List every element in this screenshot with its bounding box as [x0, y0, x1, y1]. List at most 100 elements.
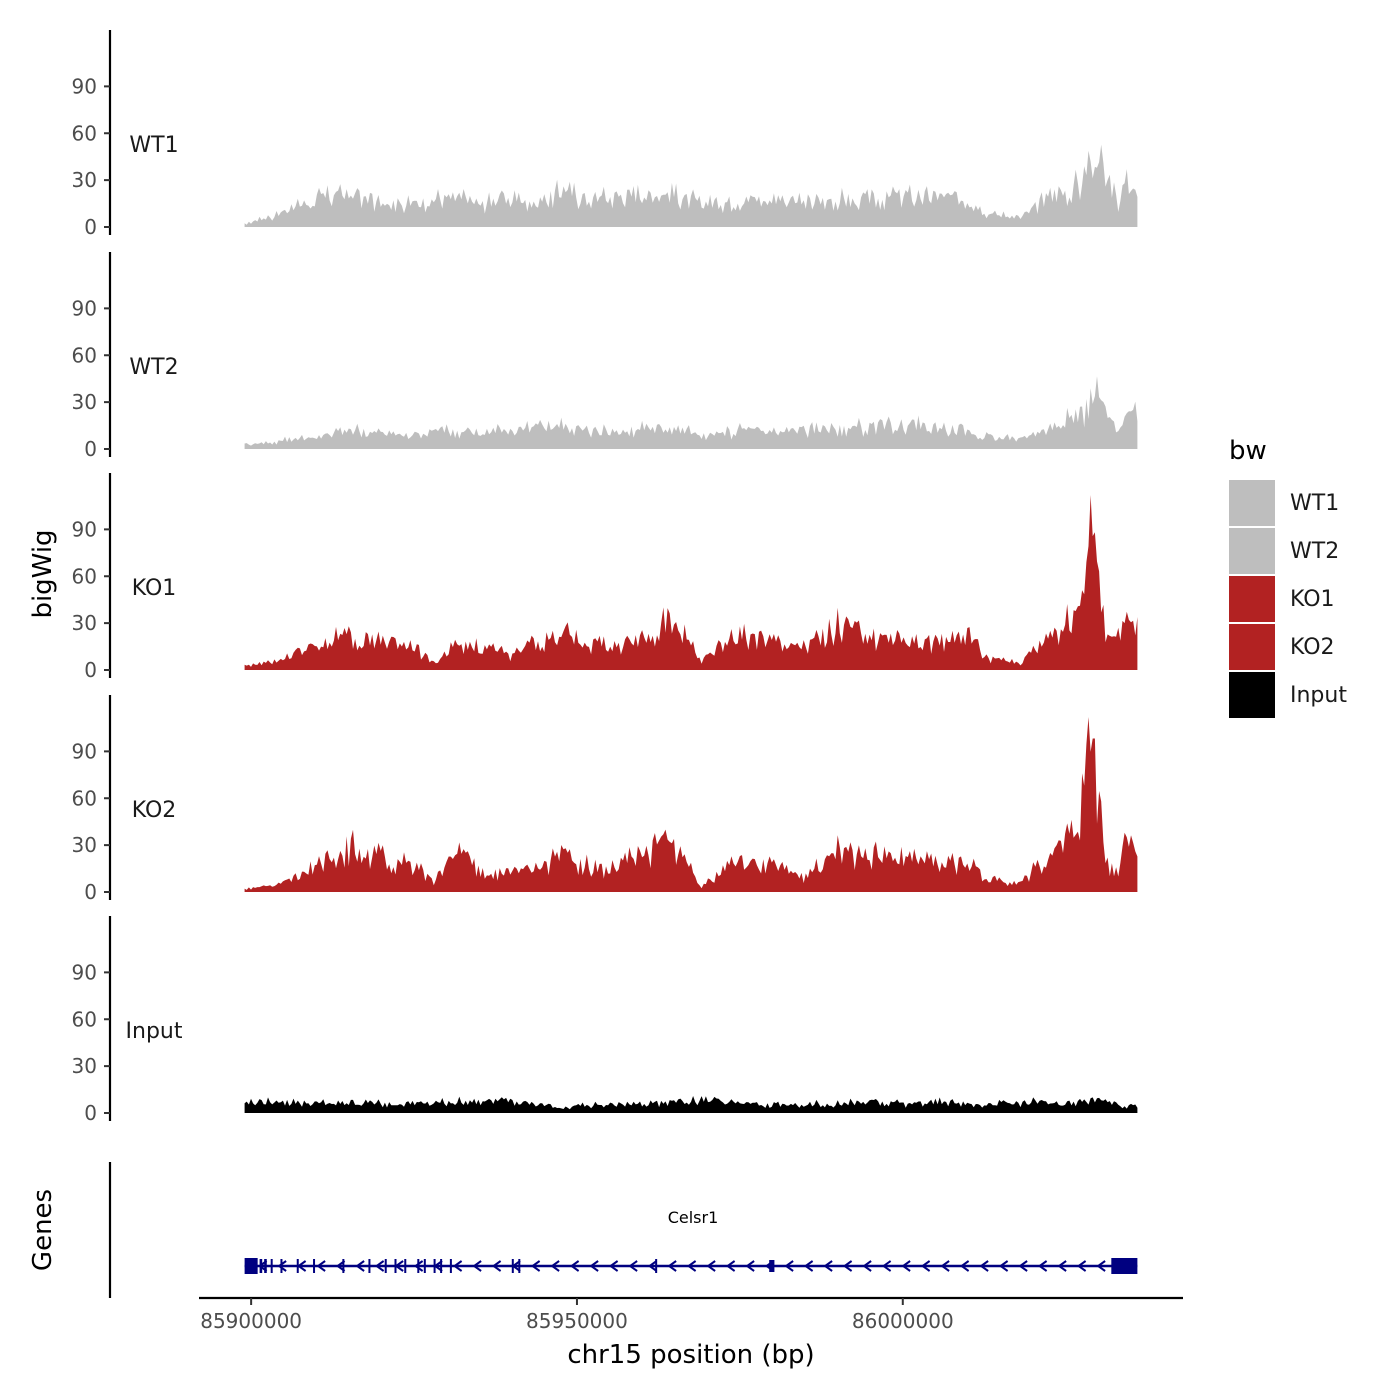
gene-strand-arrow — [706, 1260, 716, 1272]
legend-label-wt2: WT2 — [1290, 539, 1339, 564]
x-ticks: 85900000 85950000 86000000 — [200, 1298, 954, 1333]
gene-exon — [270, 1259, 273, 1273]
gene-strand-arrow — [745, 1260, 755, 1272]
track-wt1-y-tick-label: 60 — [72, 121, 97, 145]
gene-strand-arrow — [979, 1260, 989, 1272]
gene-strand-arrow — [901, 1260, 911, 1272]
gene-strand-arrow — [413, 1260, 424, 1272]
gene-strand-arrow — [920, 1260, 931, 1272]
gene-strand-arrow — [1018, 1260, 1028, 1272]
track-wt2-label: WT2 — [129, 355, 178, 380]
legend-title: bw — [1229, 436, 1267, 466]
legend-key-wt1 — [1229, 480, 1275, 526]
gene-strand-arrow — [316, 1260, 326, 1272]
gene-strand-arrow — [803, 1260, 814, 1272]
gene-strand-arrow — [257, 1260, 268, 1272]
track-wt2-y-tick-label: 90 — [72, 296, 97, 320]
track-ko2-coverage-area — [244, 717, 1138, 892]
gene-strand-arrow — [374, 1260, 385, 1272]
gene-strand-arrow — [296, 1260, 307, 1272]
gene-track: Celsr1 Genes — [28, 1162, 1138, 1298]
gene-strand-arrow — [355, 1260, 365, 1272]
track-wt1: 0 30 60 90 WT1 — [72, 30, 1138, 239]
gene-strand-arrow — [472, 1260, 482, 1272]
y-axis-title: bigWig — [28, 529, 58, 618]
track-wt2-coverage-area — [244, 376, 1138, 449]
gene-strand-arrow — [1057, 1260, 1067, 1272]
gene-strand-arrow — [784, 1260, 794, 1272]
track-ko1: 0 30 60 90 KO1 — [72, 473, 1138, 682]
gene-strand-arrow — [628, 1260, 638, 1272]
track-ko2-y-tick-label: 0 — [84, 880, 97, 904]
gene-exon — [384, 1259, 387, 1273]
legend-label-wt1: WT1 — [1290, 491, 1339, 516]
gene-strand-arrow — [842, 1260, 853, 1272]
gene-strand-arrow — [550, 1260, 560, 1272]
x-tick-label: 85950000 — [526, 1309, 628, 1333]
gene-strand-arrow — [1076, 1260, 1087, 1272]
track-ko2-y-tick-label: 90 — [72, 739, 97, 763]
legend-key-input — [1229, 672, 1275, 718]
track-ko2: 0 30 60 90 KO2 — [72, 695, 1138, 904]
track-input-y-tick-label: 90 — [72, 960, 97, 984]
gene-strand-arrow — [823, 1260, 833, 1272]
track-input-y-tick-label: 30 — [72, 1054, 97, 1078]
track-input: 0 30 60 90 Input — [72, 916, 1138, 1125]
gene-track-title: Genes — [28, 1189, 58, 1271]
legend-label-ko2: KO2 — [1290, 635, 1335, 660]
gene-strand-arrow — [959, 1260, 970, 1272]
legend-label-input: Input — [1290, 683, 1347, 708]
legend-key-wt2 — [1229, 528, 1275, 574]
gene-exon — [264, 1259, 267, 1273]
gene-exon — [449, 1259, 452, 1273]
gene-strand-arrow — [608, 1260, 619, 1272]
gene-strand-arrow — [335, 1260, 346, 1272]
legend-label-ko1: KO1 — [1290, 587, 1335, 612]
gene-strand-arrow — [647, 1260, 658, 1272]
track-ko2-y-tick-label: 60 — [72, 786, 97, 810]
track-input-label: Input — [126, 1019, 183, 1044]
gene-strand-arrow — [569, 1260, 580, 1272]
x-axis: 85900000 85950000 86000000 chr15 position … — [199, 1296, 1183, 1370]
gene-strand-arrow — [491, 1260, 502, 1272]
gene-exon — [313, 1259, 316, 1273]
track-ko2-label: KO2 — [132, 798, 177, 823]
gene-strand-arrow — [667, 1260, 677, 1272]
gene-exon — [368, 1259, 371, 1273]
track-wt1-y-tick-label: 90 — [72, 74, 97, 98]
track-wt2-y-tick-label: 60 — [72, 343, 97, 367]
gene-exon — [244, 1258, 258, 1274]
track-wt1-y-tick-label: 30 — [72, 168, 97, 192]
track-input-y-tick-label: 0 — [84, 1101, 97, 1125]
gene-strand-arrow — [1096, 1260, 1106, 1272]
track-ko1-y-tick-label: 0 — [84, 658, 97, 682]
gene-strand-arrows — [257, 1260, 1106, 1272]
bigwig-tracks: 0 30 60 90 WT1 0 30 60 90 WT2 0 30 60 90 KO1 0 30 60 90 KO2… — [72, 30, 1138, 1125]
gene-exon — [1111, 1258, 1138, 1274]
gene-exon — [404, 1259, 407, 1273]
track-wt2-y-tick-label: 0 — [84, 437, 97, 461]
gene-label: Celsr1 — [668, 1208, 719, 1227]
legend: bw WT1 WT2 KO1 KO2 Input — [1229, 436, 1347, 718]
track-wt2: 0 30 60 90 WT2 — [72, 252, 1138, 461]
gene-strand-arrow — [511, 1260, 521, 1272]
gene-exon — [342, 1259, 345, 1273]
track-wt2-y-tick-label: 30 — [72, 390, 97, 414]
gene-exon — [280, 1259, 283, 1273]
x-axis-title: chr15 position (bp) — [567, 1340, 814, 1370]
track-wt1-coverage-area — [244, 144, 1138, 227]
gene-strand-arrow — [589, 1260, 599, 1272]
track-ko1-y-tick-label: 90 — [72, 517, 97, 541]
gene-strand-arrow — [433, 1260, 443, 1272]
track-ko1-label: KO1 — [132, 576, 177, 601]
gene-exon — [440, 1259, 443, 1273]
track-ko1-y-tick-label: 60 — [72, 564, 97, 588]
gene-strand-arrow — [764, 1260, 775, 1272]
gene-exon — [769, 1260, 775, 1272]
gene-strand-arrow — [686, 1260, 697, 1272]
gene-strand-arrow — [940, 1260, 950, 1272]
gene-exon — [423, 1259, 426, 1273]
gene-strand-arrow — [1037, 1260, 1048, 1272]
gene-strand-arrow — [394, 1260, 404, 1272]
